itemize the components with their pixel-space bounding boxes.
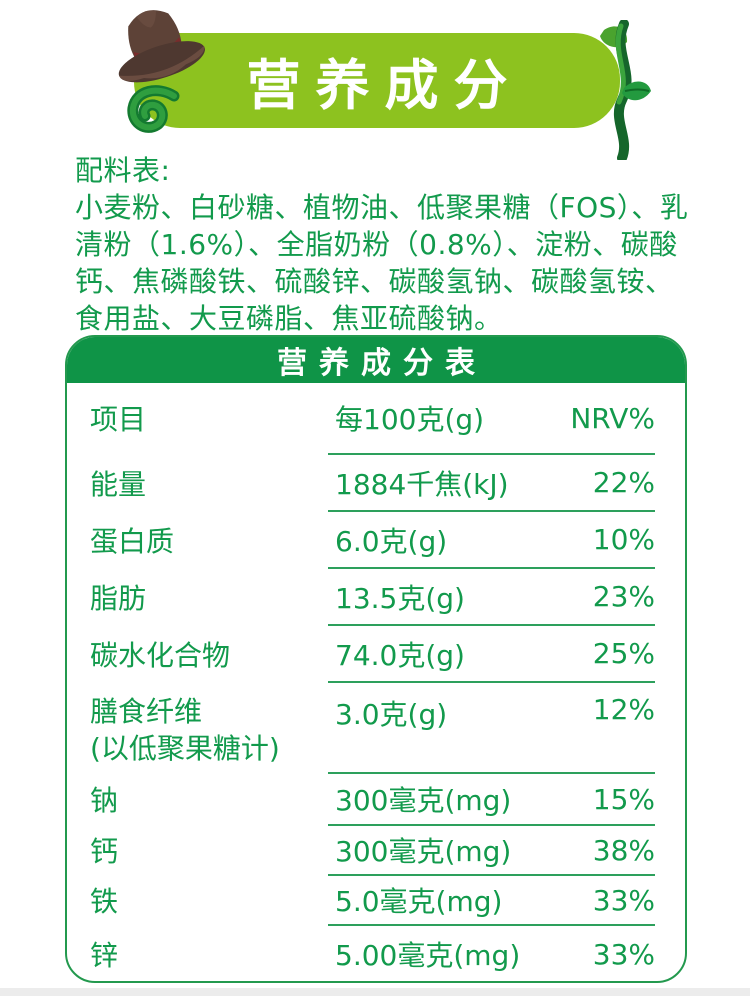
bottom-edge-strip [0,988,750,996]
row-item-label: 能量 [90,467,147,501]
nutrition-table-body: 项目 每100克(g) NRV% 能量 1884千焦(kJ) 22% 蛋白质 6… [67,383,685,981]
row-value: 300毫克(mg) [335,784,512,817]
row-nrv: 33% [592,883,655,917]
table-column-header-row: 项目 每100克(g) NRV% [90,383,655,453]
nutrition-table: 营养成分表 项目 每100克(g) NRV% 能量 1884千焦(kJ) 22%… [65,335,687,983]
row-nrv: 12% [592,693,655,726]
table-row-sodium: 钠 300毫克(mg) 15% [90,774,655,824]
row-item-label: 蛋白质 [90,524,175,558]
row-value: 1884千焦(kJ) [335,467,509,501]
ingredients-label: 配料表: [75,154,171,187]
spiral-vine-icon [127,85,180,133]
row-nrv: 22% [592,466,655,499]
row-nrv: 23% [592,580,655,613]
table-row-carbohydrate: 碳水化合物 74.0克(g) 25% [90,626,655,681]
cowboy-hat-icon [118,10,205,83]
row-value: 3.0克(g) [335,698,448,731]
row-divider [328,624,655,626]
row-value: 5.00毫克(mg) [335,939,521,972]
column-header-nrv: NRV% [570,401,655,435]
row-value: 74.0克(g) [335,638,465,672]
table-row-zinc: 锌 5.00毫克(mg) 33% [90,926,655,981]
row-item-note: (以低聚果糖计) [90,732,280,765]
row-value: 5.0毫克(mg) [335,885,503,918]
row-divider [328,681,655,683]
row-divider [328,453,655,455]
row-item-label: 锌 [90,939,119,972]
row-divider [328,874,655,876]
row-value: 300毫克(mg) [335,835,512,868]
table-row-energy: 能量 1884千焦(kJ) 22% [90,455,655,510]
leaf-icon [622,81,651,101]
table-row-dietary-fiber: 膳食纤维 (以低聚果糖计) 3.0克(g) 12% [90,683,655,772]
row-nrv: 33% [592,937,655,971]
row-item-label: 膳食纤维 (以低聚果糖计) [90,693,335,767]
table-row-iron: 铁 5.0毫克(mg) 33% [90,876,655,924]
row-nrv: 15% [592,782,655,816]
nutrition-table-title: 营养成分表 [277,346,487,381]
row-nrv: 38% [592,833,655,867]
ingredients-text: 小麦粉、白砂糖、植物油、低聚果糖（FOS）、乳清粉（1.6%）、全脂奶粉（0.8… [75,191,689,335]
column-header-item: 项目 [90,403,147,436]
row-item-label: 铁 [90,885,119,918]
row-item-label: 脂肪 [90,581,147,615]
table-row-protein: 蛋白质 6.0克(g) 10% [90,512,655,567]
row-nrv: 25% [592,637,655,670]
row-item-label: 钠 [90,784,119,817]
nutrition-table-header-band: 营养成分表 [67,337,685,383]
table-row-calcium: 钙 300毫克(mg) 38% [90,826,655,874]
row-value: 13.5克(g) [335,581,465,615]
row-divider [328,567,655,569]
page-title: 营养成分 [246,54,523,117]
column-header-per100g: 每100克(g) [335,403,485,436]
row-item-label: 碳水化合物 [90,638,231,672]
row-divider [328,772,655,774]
row-divider [328,824,655,826]
row-item-main: 膳食纤维 [90,695,203,728]
row-value: 6.0克(g) [335,524,448,558]
table-row-fat: 脂肪 13.5克(g) 23% [90,569,655,624]
row-divider [328,924,655,926]
banner: 营养成分 [134,33,620,128]
bean-stalk-icon [600,20,651,160]
row-item-label: 钙 [90,835,119,868]
row-nrv: 10% [592,523,655,556]
row-divider [328,510,655,512]
ingredients-section: 配料表: 小麦粉、白砂糖、植物油、低聚果糖（FOS）、乳清粉（1.6%）、全脂奶… [75,152,689,337]
